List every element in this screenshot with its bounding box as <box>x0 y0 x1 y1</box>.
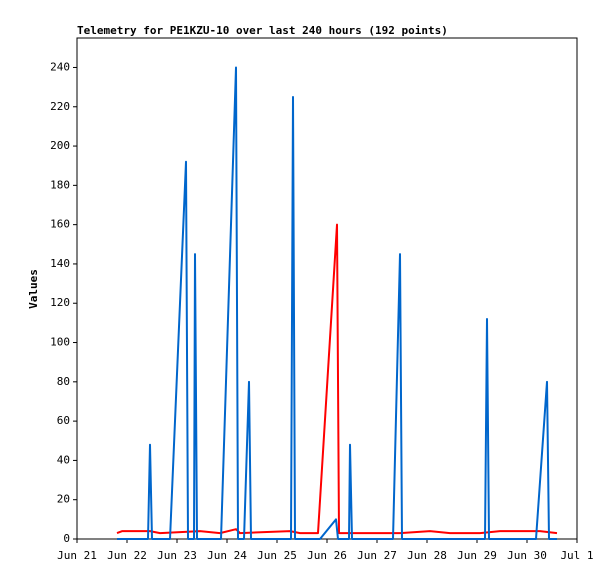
y-tick-label: 80 <box>57 375 70 388</box>
x-tick-label: Jul 1 <box>560 549 593 562</box>
y-tick-label: 160 <box>50 218 70 231</box>
y-tick-label: 100 <box>50 336 70 349</box>
y-tick-label: 220 <box>50 100 70 113</box>
x-tick-label: Jun 27 <box>357 549 397 562</box>
x-tick-label: Jun 22 <box>107 549 147 562</box>
chart-title: Telemetry for PE1KZU-10 over last 240 ho… <box>77 24 448 37</box>
y-tick-label: 140 <box>50 257 70 270</box>
y-tick-label: 60 <box>57 414 70 427</box>
y-axis-label: Values <box>27 269 40 309</box>
x-tick-label: Jun 23 <box>157 549 197 562</box>
y-tick-label: 240 <box>50 60 70 73</box>
y-tick-label: 120 <box>50 296 70 309</box>
y-tick-label: 20 <box>57 493 70 506</box>
x-tick-label: Jun 21 <box>57 549 97 562</box>
series-line <box>116 223 558 535</box>
y-tick-label: 0 <box>63 532 70 545</box>
x-tick-label: Jun 25 <box>257 549 297 562</box>
x-tick-label: Jun 28 <box>407 549 447 562</box>
x-tick-label: Jun 30 <box>507 549 547 562</box>
y-tick-label: 200 <box>50 139 70 152</box>
x-tick-label: Jun 29 <box>457 549 497 562</box>
y-tick-label: 180 <box>50 178 70 191</box>
x-tick-label: Jun 26 <box>307 549 347 562</box>
series-line <box>117 66 557 540</box>
y-tick-label: 40 <box>57 453 70 466</box>
x-tick-label: Jun 24 <box>207 549 247 562</box>
